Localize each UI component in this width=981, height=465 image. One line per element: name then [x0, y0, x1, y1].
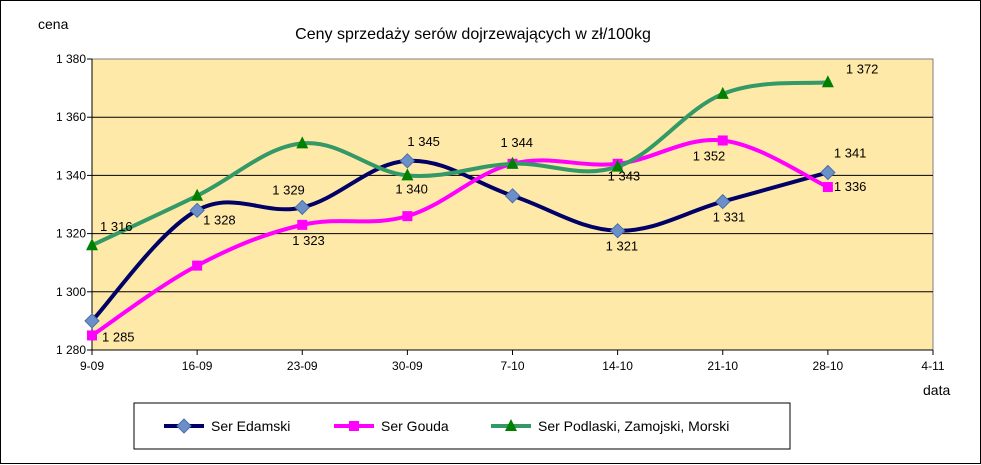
data-label: 1 340 [395, 181, 428, 196]
x-tick-label: 16-09 [182, 359, 213, 373]
data-point [296, 136, 309, 149]
data-point [611, 159, 624, 172]
data-point [84, 313, 100, 329]
legend-label: Ser Edamski [211, 418, 290, 434]
x-tick-label: 7-10 [500, 359, 524, 373]
x-axis-label: data [923, 382, 950, 398]
data-label: 1 323 [292, 233, 325, 248]
series-ser-podlaski-zamojski-morski: 1 316 1 340 1 343 1 372 [86, 61, 879, 251]
data-point [822, 182, 833, 193]
legend-marker [505, 419, 517, 431]
plot-background [91, 58, 934, 351]
data-point [192, 260, 203, 271]
data-point [401, 168, 414, 181]
y-tick-label: 1 280 [56, 343, 86, 357]
data-point [191, 188, 204, 201]
legend-item-ser-edamski: Ser Edamski [164, 418, 290, 434]
y-tick-label: 1 380 [56, 52, 86, 66]
legend-marker [349, 421, 359, 431]
y-axis-label: cena [38, 16, 69, 32]
x-tick-label: 23-09 [287, 359, 318, 373]
data-label: 1 352 [693, 148, 726, 163]
legend-box [133, 402, 791, 450]
data-label: 1 328 [203, 212, 236, 227]
data-point [715, 193, 731, 210]
legend-marker [176, 418, 192, 434]
x-tick-label: 14-10 [602, 359, 633, 373]
data-point [821, 75, 834, 88]
x-tick-label: 30-09 [392, 359, 423, 373]
data-point [716, 86, 729, 99]
data-point [506, 156, 519, 169]
data-point [297, 219, 308, 230]
x-tick-label: 4-11 [921, 359, 944, 373]
series-line [91, 80, 829, 248]
legend-item-ser-podlaski-zamojski-morski: Ser Podlaski, Zamojski, Morski [491, 418, 729, 434]
chart-title: Ceny sprzedaży serów dojrzewających w zł… [295, 26, 651, 43]
data-point [399, 153, 416, 169]
data-point [402, 211, 413, 222]
data-label: 1 341 [834, 145, 867, 160]
data-point [87, 330, 97, 341]
data-label: 1 336 [834, 179, 867, 194]
y-tick-label: 1 300 [56, 285, 86, 299]
legend: Ser Edamski Ser Gouda Ser Podlaski, Zamojs… [133, 402, 791, 450]
data-label: 1 285 [102, 329, 135, 344]
data-point [504, 188, 521, 204]
data-label: 1 321 [606, 239, 639, 254]
data-label: 1 316 [100, 219, 133, 234]
data-point [189, 202, 205, 219]
data-label: 1 344 [501, 135, 534, 150]
legend-label: Ser Podlaski, Zamojski, Morski [538, 418, 729, 434]
x-tick-label: 21-10 [707, 359, 738, 373]
x-tick-label: 9-09 [80, 359, 104, 373]
y-tick-label: 1 320 [56, 227, 86, 241]
series-ser-edamski: 1 328 1 329 1 345 1 321 1 331 1 341 [84, 134, 867, 329]
data-point [86, 238, 98, 251]
data-point [717, 135, 728, 146]
y-tick-label: 1 360 [56, 110, 86, 124]
data-label: 1 331 [713, 210, 746, 225]
data-label: 1 343 [608, 169, 641, 184]
data-point [820, 164, 836, 181]
y-tick-label: 1 340 [56, 168, 86, 182]
data-label: 1 329 [272, 182, 305, 197]
plot-area: 1 280 1 300 1 320 1 340 1 360 1 380 9-09 16-09 2… [56, 52, 945, 373]
data-point [609, 222, 626, 239]
series-line [90, 137, 829, 338]
data-label: 1 372 [846, 61, 879, 76]
legend-item-ser-gouda: Ser Gouda [334, 418, 449, 434]
data-point [294, 199, 310, 216]
legend-label: Ser Gouda [381, 418, 449, 434]
data-label: 1 345 [407, 134, 440, 149]
x-tick-label: 28-10 [813, 359, 844, 373]
